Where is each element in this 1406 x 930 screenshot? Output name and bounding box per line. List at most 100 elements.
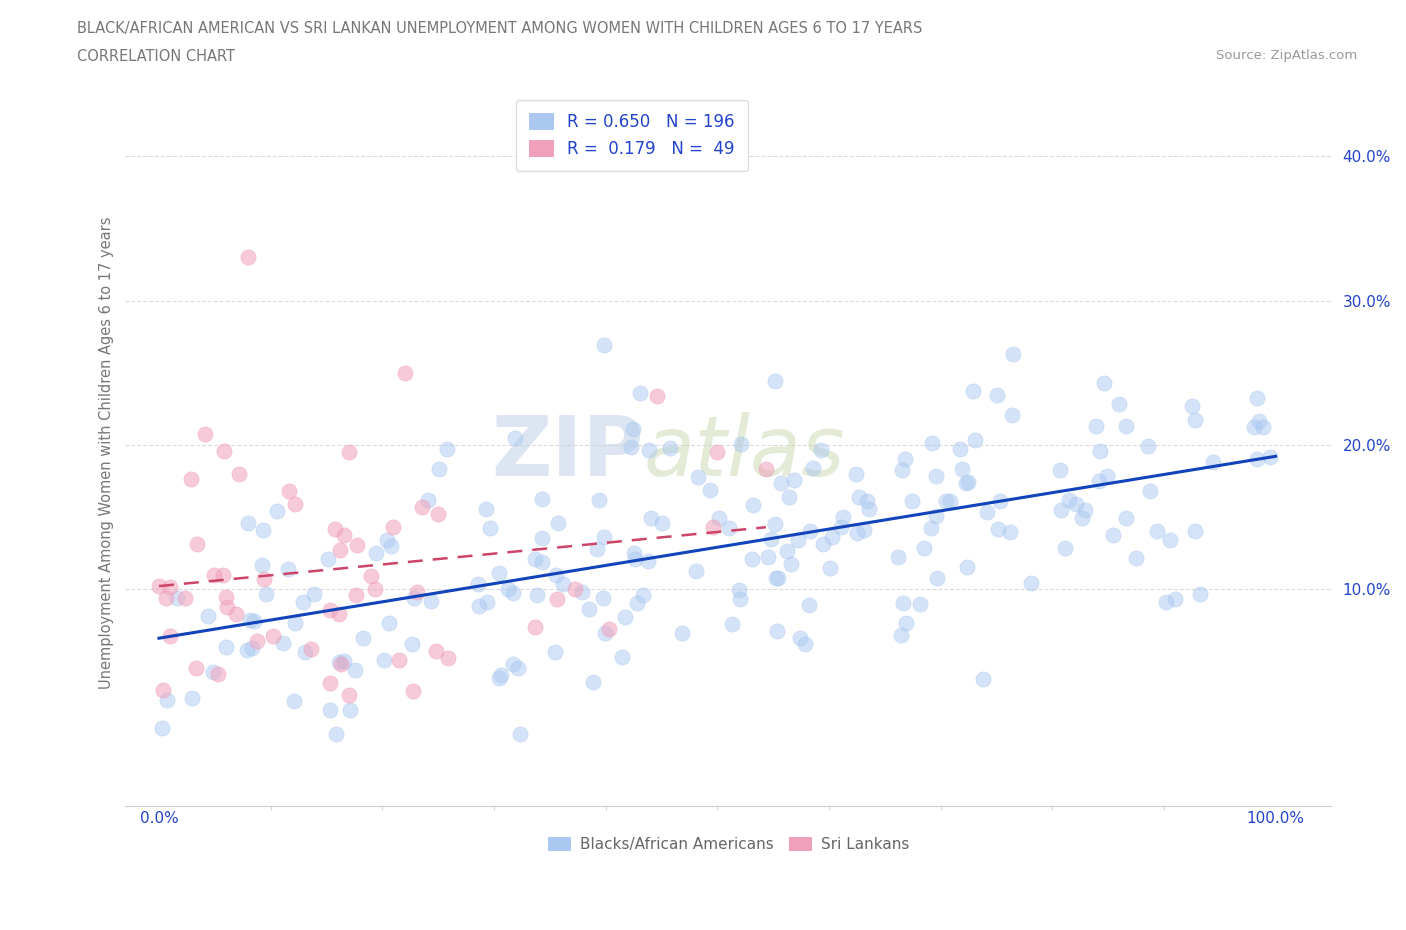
Point xyxy=(613,609,636,624)
Point xyxy=(174,591,197,605)
Point xyxy=(503,432,526,446)
Point xyxy=(1246,451,1268,466)
Point xyxy=(217,600,239,615)
Point xyxy=(728,583,751,598)
Point xyxy=(886,550,908,565)
Point xyxy=(730,437,752,452)
Point xyxy=(266,504,288,519)
Text: CORRELATION CHART: CORRELATION CHART xyxy=(77,49,235,64)
Point xyxy=(1249,414,1271,429)
Point xyxy=(890,627,912,642)
Point xyxy=(640,511,662,525)
Point xyxy=(765,571,787,586)
Point xyxy=(212,444,235,458)
Point xyxy=(475,595,498,610)
Point xyxy=(159,629,181,644)
Point xyxy=(623,546,645,561)
Point xyxy=(236,515,259,530)
Point xyxy=(1108,396,1130,411)
Legend: Blacks/African Americans, Sri Lankans: Blacks/African Americans, Sri Lankans xyxy=(541,831,915,858)
Point xyxy=(1115,418,1137,433)
Y-axis label: Unemployment Among Women with Children Ages 6 to 17 years: Unemployment Among Women with Children A… xyxy=(100,216,114,688)
Point xyxy=(1092,375,1115,390)
Point xyxy=(302,587,325,602)
Point xyxy=(364,546,387,561)
Point xyxy=(921,435,943,450)
Point xyxy=(253,571,276,586)
Point xyxy=(628,386,651,401)
Point xyxy=(401,684,423,698)
Point xyxy=(756,549,779,564)
Point xyxy=(685,564,707,578)
Point xyxy=(976,504,998,519)
Point xyxy=(585,541,607,556)
Point xyxy=(797,597,820,612)
Point xyxy=(380,538,402,553)
Point xyxy=(436,442,458,457)
Point xyxy=(956,560,979,575)
Point xyxy=(801,461,824,476)
Point xyxy=(582,674,605,689)
Point xyxy=(148,578,170,593)
Point xyxy=(319,702,342,717)
Point xyxy=(621,421,644,436)
Point xyxy=(325,726,347,741)
Point xyxy=(717,521,740,536)
Point xyxy=(821,530,844,545)
Point xyxy=(671,626,693,641)
Point xyxy=(332,527,354,542)
Point xyxy=(763,516,786,531)
Point xyxy=(765,624,787,639)
Point xyxy=(194,427,217,442)
Point xyxy=(620,440,643,455)
Point xyxy=(845,467,868,482)
Point xyxy=(755,462,778,477)
Point xyxy=(950,461,973,476)
Point xyxy=(920,521,942,536)
Point xyxy=(551,577,574,591)
Point xyxy=(508,660,530,675)
Point xyxy=(152,683,174,698)
Point xyxy=(426,507,449,522)
Point xyxy=(571,584,593,599)
Point xyxy=(1115,512,1137,526)
Point xyxy=(962,383,984,398)
Point xyxy=(1001,407,1024,422)
Point xyxy=(1074,503,1097,518)
Point xyxy=(1097,468,1119,483)
Point xyxy=(1049,462,1071,477)
Point xyxy=(706,445,728,459)
Point xyxy=(852,523,875,538)
Point xyxy=(769,475,792,490)
Point xyxy=(186,537,208,551)
Point xyxy=(1000,525,1022,539)
Point xyxy=(856,494,879,509)
Point xyxy=(381,520,404,535)
Point xyxy=(776,543,799,558)
Point xyxy=(394,365,416,380)
Point xyxy=(578,601,600,616)
Point xyxy=(830,520,852,535)
Point xyxy=(291,595,314,610)
Point xyxy=(523,620,546,635)
Point xyxy=(402,591,425,605)
Point xyxy=(388,653,411,668)
Point xyxy=(252,523,274,538)
Point xyxy=(214,590,236,604)
Point xyxy=(406,585,429,600)
Point xyxy=(1057,493,1080,508)
Point xyxy=(236,643,259,658)
Point xyxy=(273,635,295,650)
Point xyxy=(202,568,225,583)
Point xyxy=(346,538,368,552)
Point xyxy=(789,631,811,645)
Point xyxy=(987,521,1010,536)
Point xyxy=(509,726,531,741)
Point xyxy=(166,591,188,605)
Point xyxy=(688,470,710,485)
Point xyxy=(637,443,659,458)
Point xyxy=(278,484,301,498)
Point xyxy=(479,521,502,536)
Point xyxy=(779,557,801,572)
Point xyxy=(328,655,350,670)
